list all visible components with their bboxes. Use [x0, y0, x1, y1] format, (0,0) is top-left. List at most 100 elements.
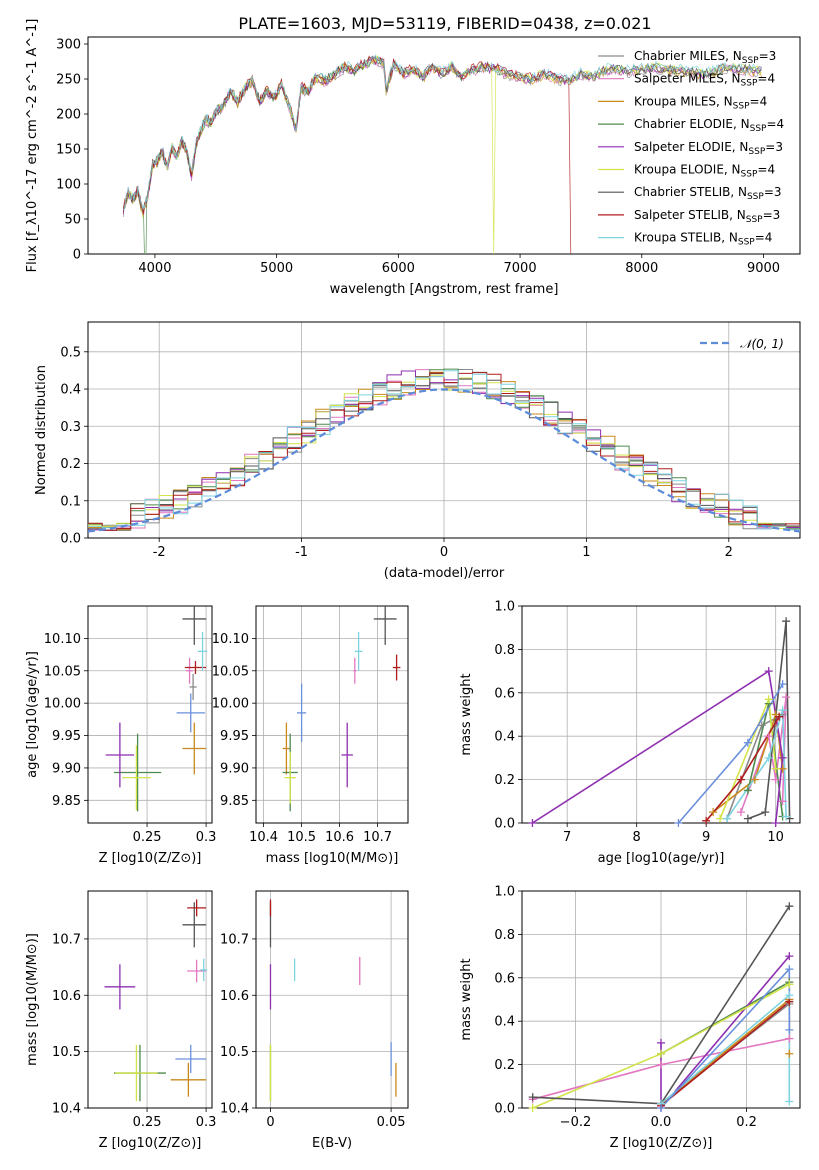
y-tick-label: 0.6 [494, 971, 515, 986]
legend-entry: Kroupa ELODIE, NSSP=4 [634, 163, 775, 180]
weight-marker [771, 775, 780, 784]
weight-marker [771, 819, 780, 827]
x-tick-label: 6000 [382, 261, 415, 276]
y-tick-label: 0.2 [494, 773, 515, 788]
y-tick-label: 200 [56, 108, 81, 123]
weight-line [660, 955, 790, 1108]
x-tick-label: 0 [266, 1115, 274, 1130]
y-tick-label: 10.05 [212, 664, 249, 679]
x-tick-label: 0.05 [377, 1115, 406, 1130]
x-tick-label: 1 [582, 545, 590, 560]
panel-weight-vs-Z: −0.2 0.0 0.2 0.0 0.2 0.4 0.6 0.8 1.0 Z [log10(Z/Z… [459, 885, 801, 1151]
axes-frame [87, 321, 801, 539]
plot-area [88, 368, 800, 533]
weight-marker [785, 1049, 794, 1058]
legend-entry: Chabrier ELODIE, NSSP=4 [634, 117, 784, 134]
weight-marker [716, 814, 725, 823]
plot-area [269, 899, 397, 1102]
y-tick-label: 100 [56, 178, 81, 193]
figure-title: PLATE=1603, MJD=53119, FIBERID=0438, z=0… [238, 14, 651, 33]
x-tick-label: -1 [295, 545, 308, 560]
weight-marker [674, 819, 683, 827]
y-tick-label: 0.4 [494, 1015, 515, 1030]
legend-subscript: SSP [738, 238, 755, 248]
y-tick-label: 1.0 [494, 600, 515, 615]
x-tick-label: 0 [440, 545, 448, 560]
legend-subscript: SSP [742, 56, 759, 66]
x-tick-label: 0.3 [196, 1115, 217, 1130]
weight-marker [785, 980, 794, 989]
x-tick-label: 10.7 [363, 830, 392, 845]
x-tick-label: 0.3 [196, 830, 217, 845]
axes-frame [521, 605, 801, 824]
legend-entry: 𝒩(0, 1) [740, 337, 784, 351]
y-tick-label: 10.5 [52, 1045, 81, 1060]
weight-line [660, 967, 791, 1108]
x-tick-label: 10.6 [325, 830, 354, 845]
y-tick-label: 9.90 [52, 761, 81, 776]
legend-subscript: SSP [748, 147, 765, 157]
weight-marker [785, 902, 794, 911]
y-tick-label: 50 [64, 213, 81, 228]
x-tick-label: 4000 [138, 261, 171, 276]
legend-count: =4 [757, 72, 775, 86]
x-tick-label: 10.5 [287, 830, 316, 845]
y-tick-label: 0.0 [60, 532, 81, 547]
panel-weight-vs-age: 7 8 9 10 0.0 0.2 0.4 0.6 0.8 1.0 age [log10(age/yr… [459, 600, 801, 866]
x-tick-label: 7000 [504, 261, 537, 276]
y-tick-label: 10.4 [220, 1102, 249, 1117]
spectrum-line-chabrier-elodie [122, 56, 762, 254]
axes-frame [87, 890, 213, 1109]
plot-area [282, 606, 401, 812]
panel-spectrum: 4000 5000 6000 7000 8000 9000 0 50 100 150 200 250 3… [25, 19, 801, 297]
y-axis-label: mass [log10(M/M⊙)] [25, 933, 40, 1066]
plot-area [122, 53, 762, 254]
weight-marker [743, 738, 752, 747]
y-tick-label: 10.4 [52, 1102, 81, 1117]
histogram-kroupa-stelib [88, 370, 800, 531]
y-tick-label: 0.0 [494, 1102, 515, 1117]
x-axis-label: mass [log10(M/M⊙)] [266, 851, 399, 866]
weight-marker [750, 775, 759, 784]
x-axis-label: Z [log10(Z/Z⊙)] [99, 851, 202, 866]
legend-count: =3 [764, 185, 782, 199]
weight-marker [757, 721, 766, 730]
legend-entry: Kroupa STELIB, NSSP=4 [634, 231, 772, 248]
y-tick-label: 0 [73, 248, 81, 263]
y-tick-label: 0.2 [60, 457, 81, 472]
weight-marker [764, 753, 773, 762]
x-tick-label: 10 [767, 830, 784, 845]
weight-marker [736, 808, 745, 817]
x-tick-label: 0.2 [736, 1115, 757, 1130]
y-tick-label: 0.4 [60, 383, 81, 398]
weight-marker [657, 1060, 665, 1069]
y-tick-label: 0.3 [60, 420, 81, 435]
legend-entry: Salpeter ELODIE, NSSP=3 [634, 140, 783, 157]
y-tick-label: 10.7 [220, 932, 249, 947]
x-tick-label: 0.0 [651, 1115, 672, 1130]
y-tick-label: 10.7 [52, 932, 81, 947]
legend-entry: Chabrier STELIB, NSSP=3 [634, 185, 782, 202]
y-tick-label: 300 [56, 38, 81, 53]
weight-marker [785, 1025, 794, 1034]
x-tick-label: 8000 [625, 261, 658, 276]
y-tick-label: 10.6 [220, 989, 249, 1004]
weight-marker [528, 819, 537, 827]
axes-frame [255, 605, 409, 824]
normal-reference-curve [88, 388, 800, 533]
y-tick-label: 0.0 [494, 817, 515, 832]
legend-subscript: SSP [733, 101, 750, 111]
panel-residuals: -2 -1 0 1 2 0.0 0.1 0.2 0.3 0.4 0.5 (data-model)/er… [34, 321, 801, 581]
spectrum-line-kroupa-stelib [123, 53, 762, 212]
x-tick-label: 10.4 [249, 830, 278, 845]
x-axis-label: wavelength [Angstrom, rest frame] [330, 282, 559, 297]
legend-count: =4 [766, 117, 784, 131]
panel-age-vs-Z: 0.25 0.3 9.85 9.90 9.95 10.00 10.05 10.10 Z [log… [25, 605, 217, 866]
spectrum-line-salpeter-stelib [122, 55, 572, 254]
weight-marker [657, 1049, 665, 1058]
x-axis-label: (data-model)/error [384, 566, 505, 581]
y-tick-label: 10.10 [212, 632, 249, 647]
x-axis-label: Z [log10(Z/Z⊙)] [99, 1136, 202, 1151]
y-axis-label: mass weight [459, 673, 474, 755]
weight-marker [764, 667, 773, 676]
